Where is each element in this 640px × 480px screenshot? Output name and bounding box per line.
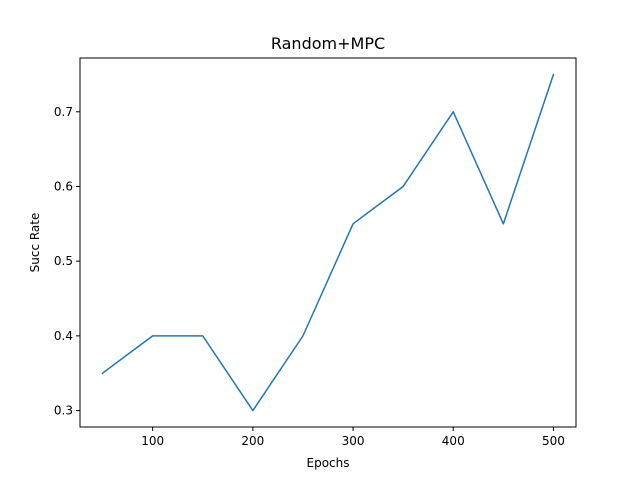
y-tick-label: 0.4: [54, 329, 73, 343]
series-line-0: [101, 73, 555, 412]
y-axis-ticks: 0.3 0.4 0.5 0.6 0.7: [54, 105, 80, 418]
x-tick-label: 300: [342, 434, 365, 448]
y-tick-label: 0.3: [54, 404, 73, 418]
plot-area: [101, 73, 555, 412]
x-tick-label: 400: [442, 434, 465, 448]
y-tick-label: 0.7: [54, 105, 73, 119]
y-tick-label: 0.6: [54, 179, 73, 193]
chart-title: Random+MPC: [271, 34, 385, 53]
x-axis-ticks: 100 200 300 400 500: [141, 427, 565, 448]
axes-frame: [79, 57, 577, 428]
x-tick-label: 500: [542, 434, 565, 448]
y-axis-label: Succ Rate: [28, 213, 42, 273]
y-tick-label: 0.5: [54, 254, 73, 268]
x-axis-label: Epochs: [307, 456, 350, 470]
x-tick-label: 100: [141, 434, 164, 448]
x-tick-label: 200: [241, 434, 264, 448]
